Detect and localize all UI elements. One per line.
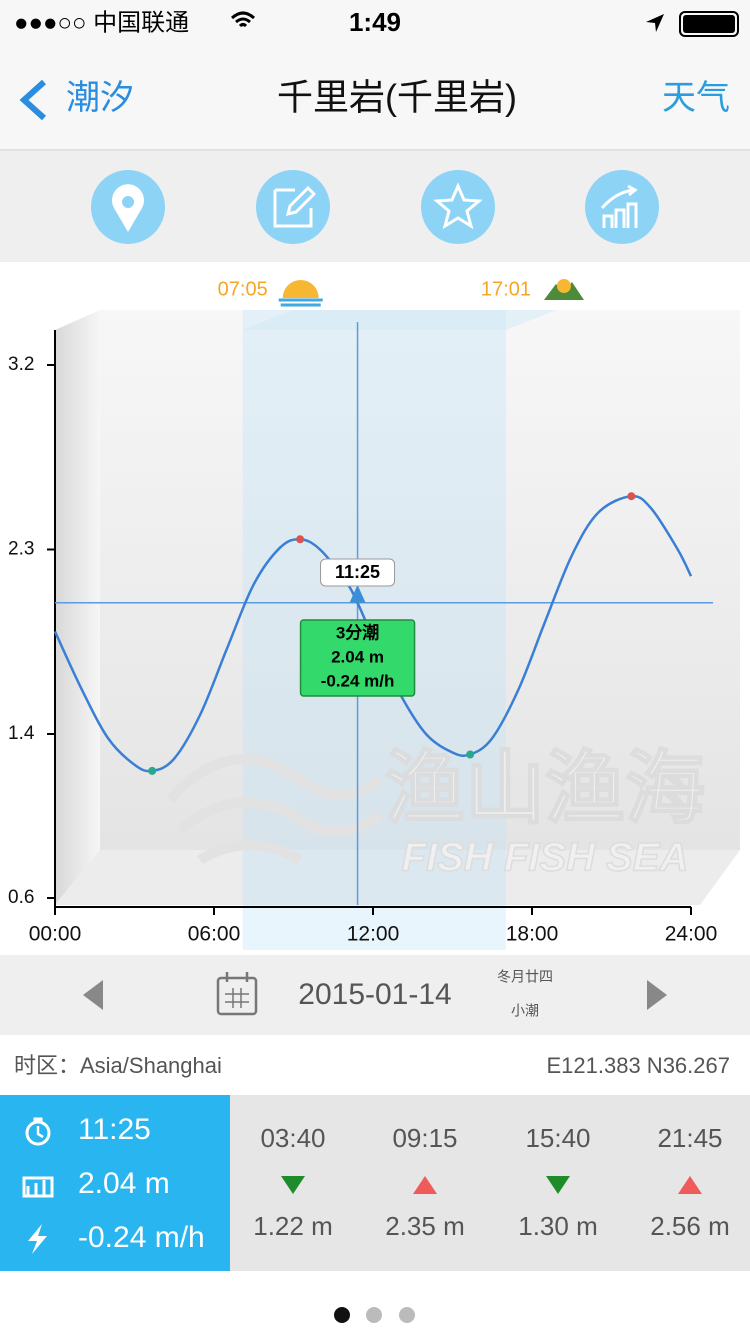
stats-icon bbox=[600, 184, 638, 228]
back-label[interactable]: 潮汐 bbox=[66, 79, 134, 117]
top-bar bbox=[0, 0, 750, 150]
sunset-sun bbox=[556, 279, 571, 293]
current-icons bbox=[22, 1117, 54, 1254]
edit-button[interactable] bbox=[256, 170, 330, 244]
tide-curve bbox=[53, 494, 693, 773]
sunrise-icon bbox=[282, 280, 319, 298]
location-icon bbox=[111, 184, 144, 232]
extreme-point bbox=[148, 766, 157, 775]
x-tick-label: 06:00 bbox=[188, 923, 241, 946]
info-tooltip bbox=[299, 619, 416, 697]
tooltip-phase: 3分潮 bbox=[336, 622, 379, 642]
tide-time: 03:40 bbox=[260, 1123, 325, 1153]
tide-height: 1.22 m bbox=[253, 1211, 333, 1241]
low-tide-icon bbox=[546, 1176, 570, 1194]
tide-list: 03:40 09:15 15:40 21:45 1.22 m 2.35 m 1.… bbox=[253, 1123, 730, 1241]
calendar-icon[interactable] bbox=[216, 972, 258, 1016]
timezone: 时区：Asia/Shanghai bbox=[14, 1053, 222, 1078]
page-title: 千里岩(千里岩) bbox=[277, 77, 517, 118]
watermark-cn: 渔山渔海 bbox=[385, 744, 705, 833]
tooltip-rate: -0.24 m/h bbox=[321, 671, 395, 690]
high-tide-icon bbox=[413, 1176, 437, 1194]
weather-button[interactable]: 天气 bbox=[662, 79, 730, 117]
location-icon bbox=[646, 14, 664, 32]
extreme-point bbox=[466, 750, 475, 759]
plot-back bbox=[100, 310, 740, 850]
extreme-point bbox=[296, 535, 305, 544]
prev-day[interactable] bbox=[83, 980, 103, 1010]
date-bar bbox=[0, 955, 750, 1035]
page-dot[interactable] bbox=[334, 1307, 350, 1323]
page-dot[interactable] bbox=[366, 1307, 382, 1323]
back-arrow[interactable] bbox=[19, 79, 47, 121]
tide-height: 1.30 m bbox=[518, 1211, 598, 1241]
y-tick-label: 0.6 bbox=[8, 887, 34, 908]
edit-icon bbox=[273, 185, 317, 228]
x-tick-label: 24:00 bbox=[665, 923, 718, 946]
tide-table bbox=[230, 1095, 750, 1271]
x-tick-label: 18:00 bbox=[506, 923, 559, 946]
tooltip-height: 2.04 m bbox=[331, 647, 384, 666]
location-button[interactable] bbox=[91, 170, 165, 244]
cursor-marker bbox=[349, 584, 366, 603]
tide-time: 15:40 bbox=[525, 1123, 590, 1153]
current-rate: -0.24 m/h bbox=[78, 1221, 205, 1254]
sunset-icon bbox=[543, 282, 584, 300]
battery-level bbox=[683, 15, 735, 33]
star-icon bbox=[433, 182, 483, 230]
current-time: 11:25 bbox=[78, 1113, 151, 1146]
battery bbox=[679, 11, 739, 37]
sunset-label: 17:01 bbox=[481, 278, 531, 300]
lunar-date: 冬月廿四 bbox=[497, 969, 553, 985]
tide-time: 21:45 bbox=[657, 1123, 722, 1153]
stats-button[interactable] bbox=[585, 170, 659, 244]
wifi-icon bbox=[230, 11, 256, 28]
favorite-button[interactable] bbox=[421, 170, 495, 244]
watermark-en: FISH FISH SEA bbox=[402, 836, 689, 880]
sunrise-water bbox=[278, 298, 323, 307]
watermark-logo bbox=[166, 754, 383, 865]
tooltip-time: 11:25 bbox=[335, 562, 380, 582]
page-indicator bbox=[334, 1307, 415, 1323]
date: 2015-01-14 bbox=[298, 978, 451, 1011]
tide-height: 2.35 m bbox=[385, 1211, 465, 1241]
tide-height: 2.56 m bbox=[650, 1211, 730, 1241]
x-tick-label: 00:00 bbox=[29, 923, 82, 946]
coordinates: E121.383 N36.267 bbox=[547, 1053, 731, 1078]
next-day[interactable] bbox=[647, 980, 667, 1010]
plot-floor bbox=[55, 850, 740, 905]
extreme-point bbox=[627, 492, 636, 501]
back-button[interactable]: 潮汐 bbox=[19, 79, 134, 121]
carrier: ●●●○○ 中国联通 bbox=[14, 9, 189, 36]
x-tick-label: 12:00 bbox=[347, 923, 400, 946]
sunrise-label: 07:05 bbox=[218, 278, 268, 300]
time-tooltip bbox=[320, 558, 396, 587]
page-dot[interactable] bbox=[399, 1307, 415, 1323]
y-tick-label: 1.4 bbox=[8, 723, 35, 744]
low-tide-icon bbox=[281, 1176, 305, 1194]
clock: 1:49 bbox=[349, 7, 401, 37]
y-tick-label: 3.2 bbox=[8, 354, 34, 375]
y-tick-label: 2.3 bbox=[8, 539, 34, 560]
daylight-panel bbox=[242, 310, 556, 330]
tide-type: 小潮 bbox=[511, 1003, 539, 1019]
plot-left-wall bbox=[55, 310, 100, 905]
current-height: 2.04 m bbox=[78, 1167, 170, 1200]
tide-time: 09:15 bbox=[392, 1123, 457, 1153]
high-tide-icon bbox=[678, 1176, 702, 1194]
